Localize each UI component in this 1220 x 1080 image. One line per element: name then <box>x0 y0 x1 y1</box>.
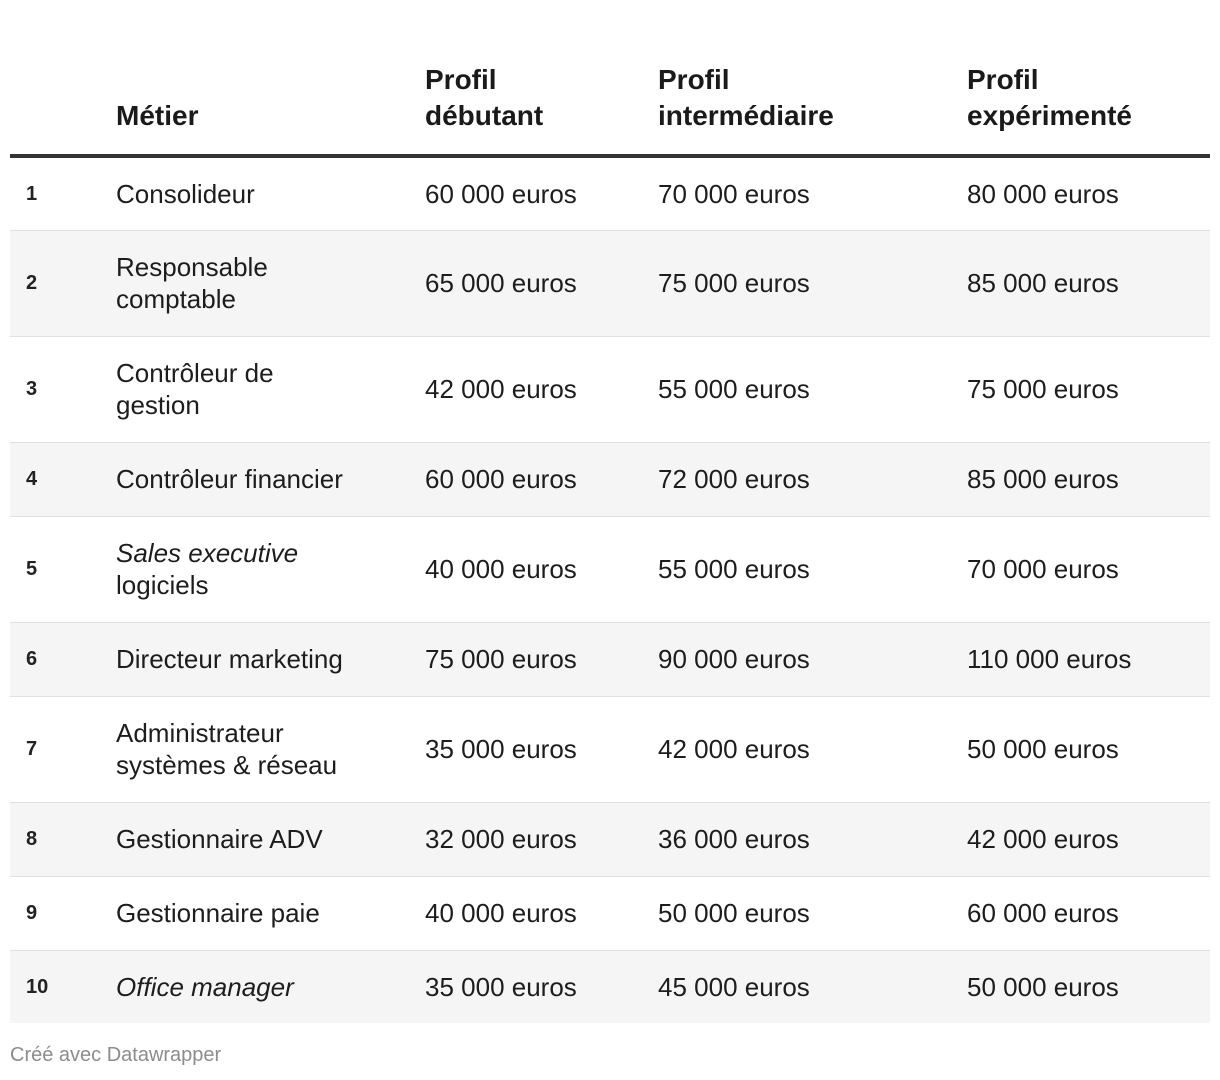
row-rank: 9 <box>10 876 116 951</box>
table-header: Métier Profil débutant Profil intermédiair… <box>10 0 1210 158</box>
column-header-metier: Métier <box>116 0 425 158</box>
salary-table-container: Métier Profil débutant Profil intermédiair… <box>10 0 1210 1023</box>
row-metier-line2: comptable <box>116 284 236 314</box>
row-rank: 1 <box>10 156 116 231</box>
table-row: 5 Sales executive logiciels 40 000 euros … <box>10 516 1210 623</box>
row-rank: 10 <box>10 950 116 1023</box>
row-salary-experimente: 80 000 euros <box>967 156 1210 231</box>
row-salary-intermediaire: 55 000 euros <box>658 336 967 443</box>
table-row: 9 Gestionnaire paie 40 000 euros 50 000 … <box>10 876 1210 951</box>
row-salary-experimente: 50 000 euros <box>967 950 1210 1023</box>
row-metier-line1: Contrôleur de <box>116 358 274 388</box>
row-metier-line1: Sales executive <box>116 538 299 568</box>
row-salary-experimente: 60 000 euros <box>967 876 1210 951</box>
row-salary-experimente: 50 000 euros <box>967 696 1210 803</box>
column-header-intermediaire-line1: Profil <box>658 64 730 95</box>
row-salary-experimente: 42 000 euros <box>967 802 1210 877</box>
row-metier-line1: Office manager <box>116 971 294 1002</box>
table-row: 1 Consolideur 60 000 euros 70 000 euros … <box>10 156 1210 231</box>
table-row: 4 Contrôleur financier 60 000 euros 72 0… <box>10 442 1210 517</box>
row-salary-intermediaire: 55 000 euros <box>658 516 967 623</box>
row-salary-debutant: 60 000 euros <box>425 442 658 517</box>
row-metier: Gestionnaire ADV <box>116 802 425 877</box>
datawrapper-credit: Créé avec Datawrapper <box>10 1044 222 1066</box>
table-row: 10 Office manager 35 000 euros 45 000 eu… <box>10 950 1210 1023</box>
row-salary-intermediaire: 36 000 euros <box>658 802 967 877</box>
column-header-debutant-line1: Profil <box>425 64 497 95</box>
row-salary-debutant: 35 000 euros <box>425 696 658 803</box>
row-metier-line2: systèmes & réseau <box>116 750 338 780</box>
column-header-debutant-line2: débutant <box>425 100 544 131</box>
row-metier: Responsable comptable <box>116 230 425 337</box>
row-salary-debutant: 32 000 euros <box>425 802 658 877</box>
row-salary-intermediaire: 42 000 euros <box>658 696 967 803</box>
table-row: 7 Administrateur systèmes & réseau 35 000… <box>10 696 1210 803</box>
row-salary-experimente: 85 000 euros <box>967 230 1210 337</box>
row-rank: 7 <box>10 696 116 803</box>
row-metier-line1: Directeur marketing <box>116 644 343 674</box>
row-rank: 2 <box>10 230 116 337</box>
row-metier: Contrôleur de gestion <box>116 336 425 443</box>
row-salary-debutant: 75 000 euros <box>425 622 658 697</box>
row-rank: 3 <box>10 336 116 443</box>
row-metier: Directeur marketing <box>116 622 425 697</box>
salary-table: Métier Profil débutant Profil intermédiair… <box>10 0 1210 1023</box>
row-metier: Office manager <box>116 950 425 1023</box>
table-body: 1 Consolideur 60 000 euros 70 000 euros … <box>10 156 1210 1023</box>
row-metier-line1: Gestionnaire paie <box>116 898 320 928</box>
row-salary-experimente: 75 000 euros <box>967 336 1210 443</box>
row-salary-debutant: 65 000 euros <box>425 230 658 337</box>
column-header-intermediaire: Profil intermédiaire <box>658 0 967 158</box>
row-metier-line2: gestion <box>116 390 200 420</box>
row-metier: Contrôleur financier <box>116 442 425 517</box>
row-metier: Gestionnaire paie <box>116 876 425 951</box>
row-rank: 8 <box>10 802 116 877</box>
row-metier: Consolideur <box>116 156 425 231</box>
table-row: 8 Gestionnaire ADV 32 000 euros 36 000 e… <box>10 802 1210 877</box>
row-salary-intermediaire: 45 000 euros <box>658 950 967 1023</box>
table-row: 3 Contrôleur de gestion 42 000 euros 55 0… <box>10 336 1210 443</box>
row-salary-debutant: 42 000 euros <box>425 336 658 443</box>
row-rank: 4 <box>10 442 116 517</box>
row-salary-debutant: 35 000 euros <box>425 950 658 1023</box>
row-rank: 6 <box>10 622 116 697</box>
row-salary-intermediaire: 75 000 euros <box>658 230 967 337</box>
table-row: 6 Directeur marketing 75 000 euros 90 00… <box>10 622 1210 697</box>
row-salary-intermediaire: 72 000 euros <box>658 442 967 517</box>
row-metier: Administrateur systèmes & réseau <box>116 696 425 803</box>
row-rank: 5 <box>10 516 116 623</box>
column-header-intermediaire-line2: intermédiaire <box>658 100 834 131</box>
column-header-experimente-line2: expérimenté <box>967 100 1132 131</box>
column-header-rank <box>10 0 116 158</box>
row-salary-debutant: 40 000 euros <box>425 516 658 623</box>
row-metier: Sales executive logiciels <box>116 516 425 623</box>
row-metier-line1: Gestionnaire ADV <box>116 824 323 854</box>
row-metier-line2: logiciels <box>116 570 209 600</box>
row-salary-intermediaire: 90 000 euros <box>658 622 967 697</box>
row-salary-intermediaire: 50 000 euros <box>658 876 967 951</box>
row-salary-intermediaire: 70 000 euros <box>658 156 967 231</box>
row-salary-experimente: 110 000 euros <box>967 622 1210 697</box>
row-salary-debutant: 40 000 euros <box>425 876 658 951</box>
table-row: 2 Responsable comptable 65 000 euros 75 0… <box>10 230 1210 337</box>
row-metier-line1: Responsable <box>116 252 268 282</box>
row-metier-line1: Contrôleur financier <box>116 464 343 494</box>
row-salary-debutant: 60 000 euros <box>425 156 658 231</box>
column-header-debutant: Profil débutant <box>425 0 658 158</box>
row-salary-experimente: 70 000 euros <box>967 516 1210 623</box>
column-header-experimente: Profil expérimenté <box>967 0 1210 158</box>
column-header-experimente-line1: Profil <box>967 64 1039 95</box>
table-header-row: Métier Profil débutant Profil intermédiair… <box>10 0 1210 158</box>
row-salary-experimente: 85 000 euros <box>967 442 1210 517</box>
row-metier-line1: Administrateur <box>116 718 284 748</box>
row-metier-line1: Consolideur <box>116 178 255 209</box>
